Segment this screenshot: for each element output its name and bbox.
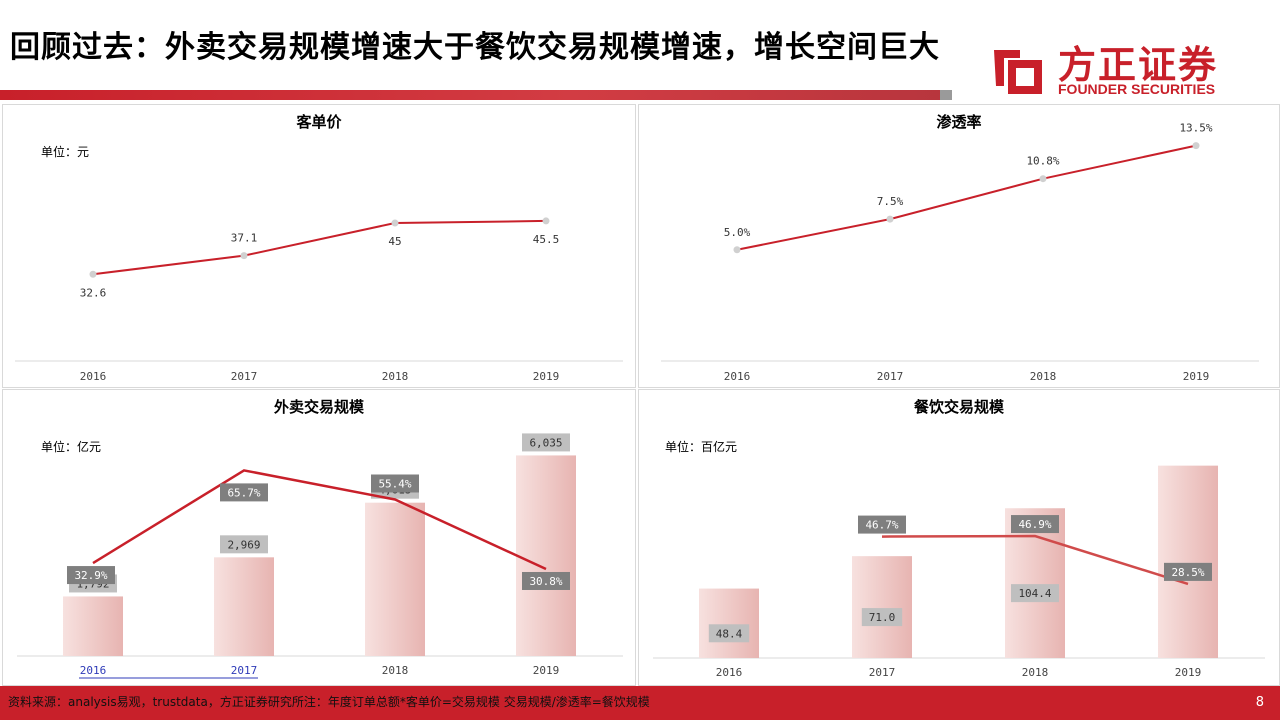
growth-label-bg (371, 474, 419, 493)
chart-unit: 单位：百亿元 (665, 440, 738, 454)
bar-value-label: 104.4 (1018, 587, 1051, 600)
x-tick-label: 2018 (382, 664, 409, 677)
data-label: 10.8% (1026, 155, 1059, 168)
bar (699, 588, 759, 658)
chart-unit: 单位：元 (41, 145, 90, 159)
chart-panel-penetration: 渗透率 5.0% 2016 7.5% 2017 10.8% 2018 13.5% 2019 (638, 104, 1280, 388)
data-point (542, 217, 550, 225)
data-label: 45 (388, 235, 401, 248)
chart-avg-price: 32.6 2016 37.1 2017 45 2018 45.5 2019 (15, 217, 623, 383)
header-rule (0, 90, 950, 100)
growth-label: 28.5% (1171, 566, 1204, 579)
header-rule-end (940, 90, 952, 100)
x-tick-label: 2017 (231, 370, 258, 383)
series-line (92, 219, 547, 276)
bar (1158, 465, 1218, 658)
bar (63, 596, 123, 656)
data-label: 5.0% (724, 226, 751, 239)
growth-label: 30.8% (529, 575, 562, 588)
x-tick-label: 2018 (1022, 666, 1049, 679)
growth-label-bg (1011, 515, 1059, 534)
chart-takeout-gmv: 1,79220162,96920174,61320186,035201932.9… (17, 433, 623, 679)
founder-logo-icon (994, 50, 1042, 94)
data-label: 13.5% (1179, 122, 1212, 135)
growth-label: 65.7% (227, 486, 260, 499)
bar (365, 502, 425, 656)
data-point (89, 270, 97, 278)
chart-title: 客单价 (296, 113, 342, 131)
growth-label-bg (1164, 562, 1212, 581)
chart-title: 餐饮交易规模 (913, 398, 1004, 416)
logo-text-cn: 方正证券 (1058, 43, 1219, 87)
chart-panel-avg-price: 客单价 单位：元 32.6 2016 37.1 2017 45 2018 45.5 2019 (2, 104, 636, 388)
bar-value-label: 2,969 (227, 538, 260, 551)
bar-value-label-bg (708, 624, 750, 643)
data-label: 45.5 (533, 233, 560, 246)
bar-value-label: 48.4 (716, 627, 743, 640)
bar-value-label-bg (522, 433, 570, 452)
bar (516, 455, 576, 656)
page-number: 8 (1255, 695, 1264, 710)
chart-penetration: 5.0% 2016 7.5% 2017 10.8% 2018 13.5% 2019 (661, 122, 1259, 383)
x-tick-label: 2016 (724, 370, 751, 383)
growth-label: 32.9% (74, 569, 107, 582)
growth-label: 55.4% (378, 477, 411, 490)
footer-bar (0, 686, 1280, 720)
bar-value-label: 71.0 (869, 611, 896, 624)
chart-title: 外卖交易规模 (273, 398, 364, 416)
chart-title: 渗透率 (936, 113, 982, 131)
growth-label-bg (67, 566, 115, 585)
bar-value-label-bg (861, 608, 903, 627)
x-tick-label: 2019 (1183, 370, 1210, 383)
data-point (1039, 175, 1047, 183)
chart-catering-gmv: 48.4201671.02017104.42018134.1201946.7%4… (653, 465, 1265, 679)
data-point (240, 252, 248, 260)
bar (1005, 508, 1065, 658)
data-point (733, 246, 741, 254)
x-tick-label: 2018 (1030, 370, 1057, 383)
bar-value-label-bg (1011, 584, 1059, 603)
x-tick-label: 2019 (533, 664, 560, 677)
growth-label: 46.7% (865, 519, 898, 532)
x-tick-label: 2017 (869, 666, 896, 679)
growth-label-bg (220, 483, 268, 502)
source-note: 资料来源：analysis易观，trustdata，方正证券研究所注：年度订单总… (8, 695, 650, 709)
series-line (736, 144, 1197, 251)
growth-label-bg (858, 515, 906, 534)
growth-line (881, 534, 1189, 586)
bar-value-label: 6,035 (529, 436, 562, 449)
x-tick-label: 2016 (80, 664, 107, 677)
data-point (886, 215, 894, 223)
logo-text-en: FOUNDER SECURITIES (1058, 81, 1216, 97)
data-label: 37.1 (231, 232, 258, 245)
x-tick-label: 2016 (80, 370, 107, 383)
growth-label-bg (522, 571, 570, 590)
chart-unit: 单位：亿元 (41, 440, 102, 454)
chart-panel-takeout-gmv: 外卖交易规模 单位：亿元 1,79220162,96920174,6132018… (2, 389, 636, 686)
data-label: 7.5% (877, 195, 904, 208)
x-tick-label: 2017 (877, 370, 904, 383)
chart-panel-catering-gmv: 餐饮交易规模 单位：百亿元 48.4201671.02017104.420181… (638, 389, 1280, 686)
bar (852, 556, 912, 658)
data-point (391, 219, 399, 227)
growth-line (92, 469, 547, 571)
x-tick-label: 2019 (533, 370, 560, 383)
data-point (1192, 142, 1200, 150)
bar (214, 557, 274, 656)
bar-value-label-bg (220, 535, 268, 554)
page-title: 回顾过去：外卖交易规模增速大于餐饮交易规模增速，增长空间巨大 (10, 30, 940, 65)
x-tick-label: 2018 (382, 370, 409, 383)
data-label: 32.6 (80, 286, 107, 299)
x-tick-label: 2017 (231, 664, 258, 677)
growth-label: 46.9% (1018, 518, 1051, 531)
x-tick-label: 2016 (716, 666, 743, 679)
x-tick-label: 2019 (1175, 666, 1202, 679)
